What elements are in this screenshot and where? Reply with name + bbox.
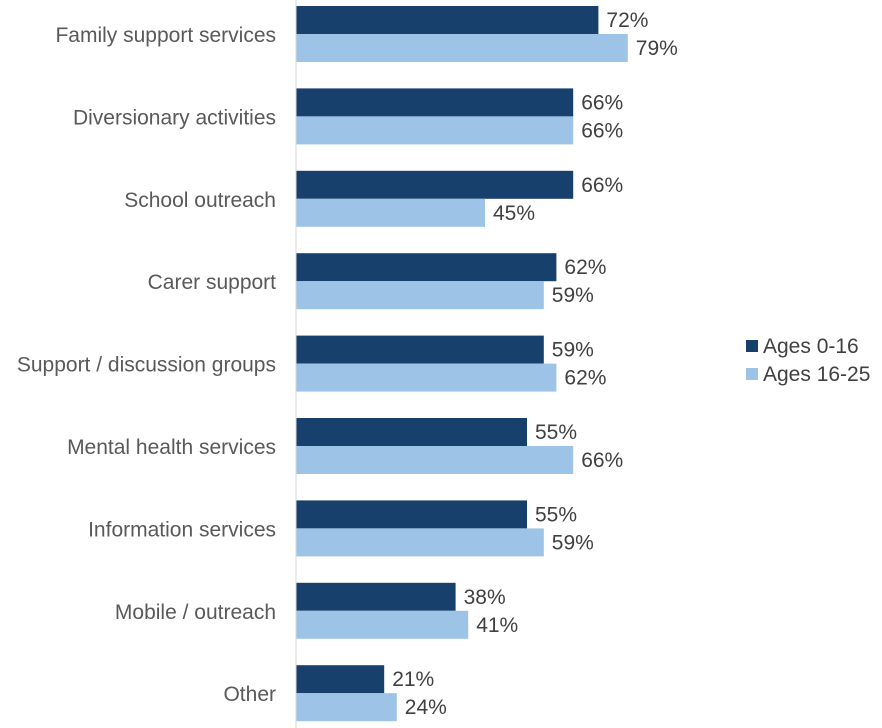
bar-ages-16-25 <box>296 610 469 639</box>
category-label: Support / discussion groups <box>17 354 276 377</box>
data-label: 66% <box>581 91 623 114</box>
bar-ages-16-25 <box>296 446 574 474</box>
bar-ages-0-16 <box>296 170 574 199</box>
bar-ages-0-16 <box>296 6 599 34</box>
category-label: Family support services <box>55 24 276 47</box>
data-label: 59% <box>552 284 594 307</box>
data-label: 66% <box>581 174 623 197</box>
data-label: 59% <box>552 531 594 554</box>
data-label: 62% <box>564 367 606 390</box>
data-labels: 72%79%66%66%66%45%62%59%59%62%55%66%55%5… <box>392 9 678 719</box>
category-label: Information services <box>88 518 276 541</box>
bar-ages-0-16 <box>296 253 557 282</box>
bar-ages-0-16 <box>296 500 527 529</box>
legend-label: Ages 16-25 <box>763 363 870 386</box>
data-label: 66% <box>581 449 623 472</box>
category-labels: Family support services Diversionary acti… <box>17 24 276 706</box>
data-label: 21% <box>392 668 434 691</box>
category-label: Carer support <box>148 271 277 294</box>
category-label: Mobile / outreach <box>115 601 276 624</box>
bars-group <box>296 6 628 722</box>
data-label: 66% <box>581 119 623 142</box>
bar-ages-16-25 <box>296 363 557 392</box>
data-label: 45% <box>493 202 535 225</box>
bar-ages-0-16 <box>296 665 385 694</box>
bar-ages-16-25 <box>296 116 574 145</box>
data-label: 72% <box>606 9 648 32</box>
data-label: 41% <box>476 614 518 637</box>
category-label: School outreach <box>124 189 276 212</box>
legend-swatch <box>746 340 758 352</box>
bar-ages-0-16 <box>296 418 527 446</box>
bar-ages-16-25 <box>296 528 544 557</box>
bar-ages-16-25 <box>296 281 544 310</box>
bar-ages-16-25 <box>296 198 485 227</box>
data-label: 55% <box>535 421 577 444</box>
category-label: Mental health services <box>67 436 276 459</box>
bar-ages-0-16 <box>296 88 574 117</box>
bar-ages-16-25 <box>296 34 628 62</box>
bar-ages-0-16 <box>296 582 456 611</box>
bar-ages-0-16 <box>296 335 544 364</box>
data-label: 62% <box>564 256 606 279</box>
category-label: Diversionary activities <box>73 106 276 129</box>
data-label: 79% <box>636 37 678 60</box>
data-label: 38% <box>464 586 506 609</box>
legend: Ages 0-16 Ages 16-25 <box>746 335 870 386</box>
data-label: 59% <box>552 339 594 362</box>
data-label: 24% <box>405 696 447 719</box>
category-label: Other <box>223 683 276 706</box>
data-label: 55% <box>535 503 577 526</box>
bar-ages-16-25 <box>296 693 397 722</box>
legend-swatch <box>746 368 758 380</box>
legend-label: Ages 0-16 <box>763 335 859 358</box>
